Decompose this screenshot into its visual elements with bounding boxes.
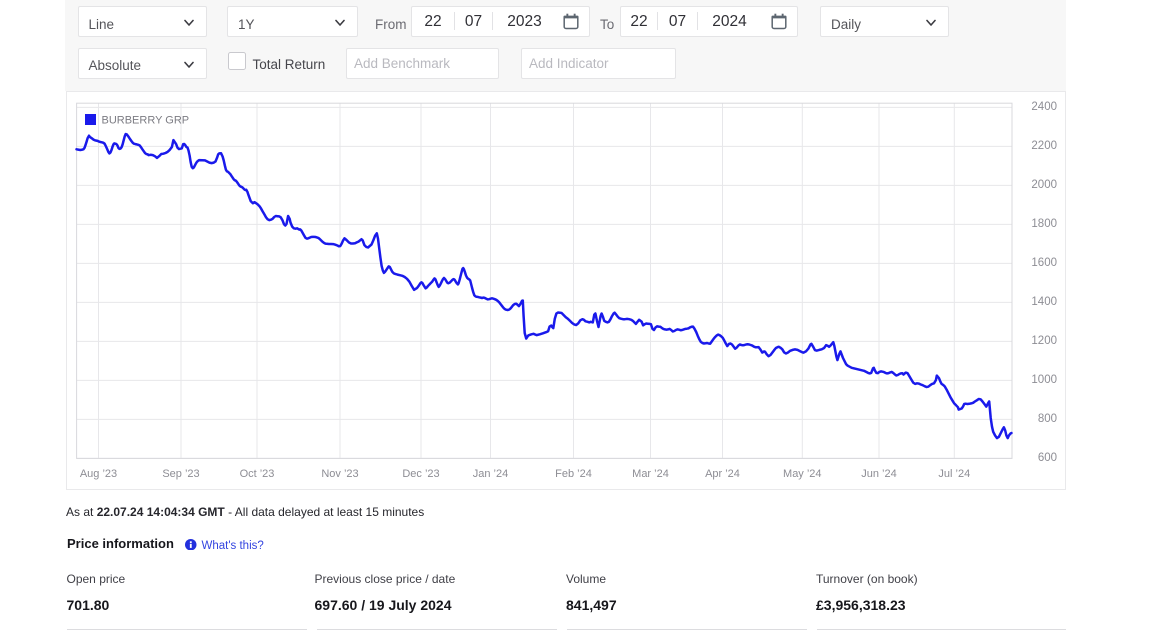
svg-text:BURBERRY GRP: BURBERRY GRP (102, 115, 190, 127)
